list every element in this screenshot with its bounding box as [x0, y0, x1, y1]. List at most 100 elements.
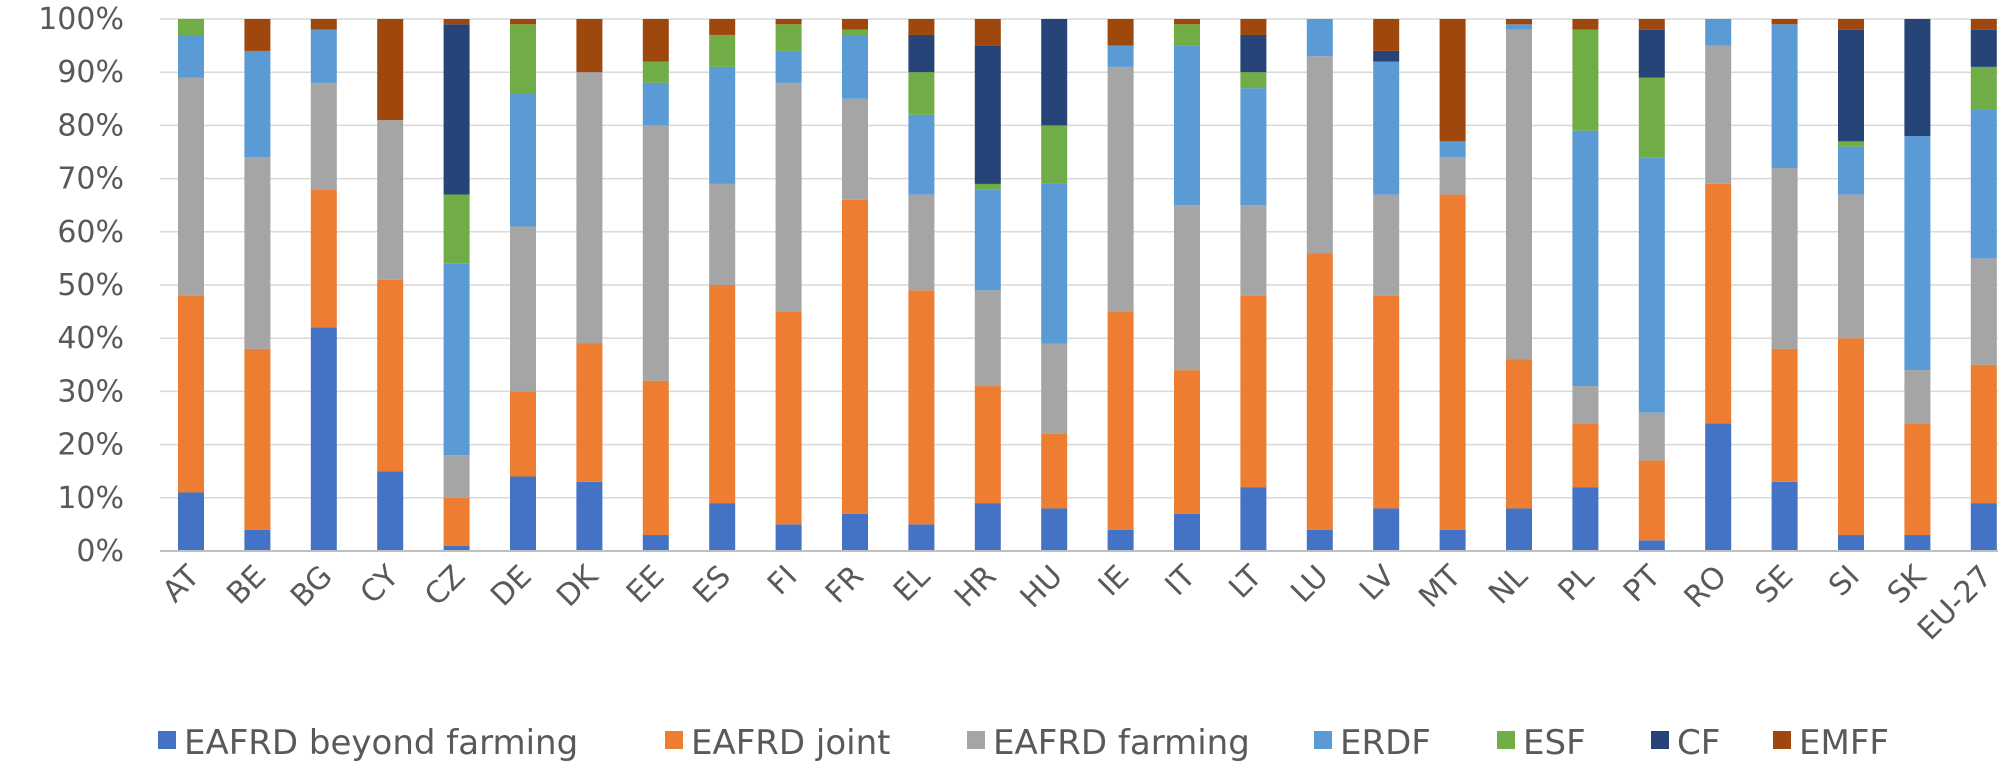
bar-segment: [1572, 29, 1599, 131]
x-tick-label: FI: [761, 559, 804, 602]
bar-segment: [1771, 24, 1798, 168]
bar-segment: [1506, 508, 1532, 551]
bar-segment: [1705, 423, 1732, 551]
bar-segment: [310, 82, 337, 190]
bar-segment: [443, 263, 470, 456]
bar-segment: [842, 98, 868, 200]
y-tick-label: 60%: [57, 215, 124, 250]
bar-segment: [1373, 508, 1400, 551]
bar-segment: [1970, 364, 1997, 504]
x-tick-label: SE: [1749, 559, 1801, 611]
x-tick-label: MT: [1412, 558, 1468, 614]
y-axis: 0% 10% 20% 30% 40% 50% 60% 70% 80% 90% 100%: [38, 2, 124, 569]
bar-segment: [1439, 19, 1466, 142]
bar-segment: [709, 285, 736, 504]
bar-segment: [1771, 481, 1798, 551]
bar-segment: [1970, 66, 1997, 110]
bar-segment: [1041, 433, 1068, 509]
bar-segment: [576, 19, 603, 73]
bar-segment: [1174, 205, 1200, 371]
bar-segment: [1705, 45, 1732, 184]
bar-segment: [908, 194, 935, 291]
bar-segment: [1373, 19, 1400, 51]
bar-segment: [1904, 535, 1931, 551]
bar-segment: [1240, 34, 1267, 73]
bar-segment: [1771, 348, 1798, 482]
legend-swatch: [158, 731, 176, 749]
bar-segment: [908, 290, 935, 525]
bar-segment: [510, 19, 536, 25]
bar-segment: [1572, 386, 1599, 424]
bar-segment: [1174, 24, 1200, 46]
bar-segment: [1174, 45, 1200, 206]
x-tick-label: PL: [1552, 559, 1602, 609]
bar-segment: [1041, 508, 1068, 551]
bar-segment: [1506, 359, 1532, 509]
bar-segment: [1904, 370, 1931, 424]
bar-segment: [775, 311, 802, 525]
x-tick-label: EL: [887, 559, 937, 609]
bars: [178, 19, 1997, 551]
bar-segment: [1771, 19, 1798, 25]
bar-segment: [1572, 19, 1599, 30]
y-tick-label: 10%: [57, 481, 124, 516]
bar-segment: [1041, 19, 1068, 126]
y-tick-label: 40%: [57, 321, 124, 356]
legend-swatch: [1497, 731, 1515, 749]
legend: EAFRD beyond farming EAFRD joint EAFRD far…: [158, 723, 1889, 763]
bar-segment: [1240, 19, 1267, 35]
x-tick-label: FR: [819, 559, 871, 611]
x-tick-label: ES: [686, 559, 738, 611]
bar-segment: [178, 492, 204, 551]
bar-segment: [1572, 487, 1599, 551]
bar-segment: [842, 513, 868, 551]
bar-segment: [1107, 311, 1134, 530]
x-tick-label: SI: [1822, 559, 1866, 603]
bar-segment: [244, 529, 271, 551]
legend-swatch: [967, 731, 985, 749]
bar-segment: [1970, 258, 1997, 365]
bar-segment: [1572, 130, 1599, 387]
legend-label: ERDF: [1340, 723, 1431, 763]
y-tick-label: 80%: [57, 108, 124, 143]
bar-segment: [1439, 157, 1466, 195]
bar-segment: [377, 19, 404, 121]
bar-segment: [775, 82, 802, 312]
bar-segment: [709, 19, 736, 35]
bar-segment: [1572, 423, 1599, 488]
bar-segment: [842, 29, 868, 35]
y-tick-label: 70%: [57, 162, 124, 197]
legend-swatch: [665, 731, 683, 749]
bar-segment: [1638, 460, 1665, 541]
bar-segment: [576, 343, 603, 482]
bar-segment: [510, 476, 536, 551]
x-tick-label: BE: [220, 559, 273, 612]
bar-segment: [1771, 167, 1798, 349]
bar-segment: [908, 72, 935, 115]
x-tick-label: PT: [1617, 558, 1668, 609]
x-tick-label: LU: [1284, 559, 1335, 610]
bar-segment: [1904, 19, 1931, 137]
bar-segment: [1838, 19, 1864, 30]
bar-segment: [842, 19, 868, 30]
bar-segment: [908, 114, 935, 195]
bar-segment: [974, 503, 1001, 551]
bar-segment: [908, 34, 935, 73]
bar-segment: [310, 19, 337, 30]
bar-segment: [1174, 513, 1200, 551]
bar-segment: [709, 183, 736, 285]
bar-segment: [1240, 295, 1267, 488]
bar-segment: [510, 226, 536, 392]
bar-segment: [1107, 45, 1134, 67]
bar-segment: [1373, 61, 1400, 195]
bar-segment: [443, 497, 470, 546]
bar-segment: [1904, 136, 1931, 371]
bar-segment: [1041, 125, 1068, 184]
bar-segment: [1838, 338, 1864, 536]
bar-segment: [1838, 146, 1864, 195]
bar-segment: [1638, 540, 1665, 551]
bar-segment: [642, 125, 669, 381]
legend-label: EAFRD farming: [993, 723, 1250, 763]
bar-segment: [974, 386, 1001, 504]
